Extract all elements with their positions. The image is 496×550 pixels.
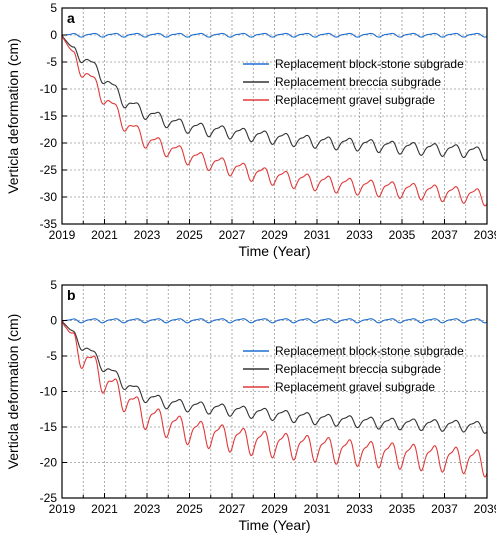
x-tick-label: 2033 <box>346 502 373 516</box>
x-tick-label: 2025 <box>176 228 203 242</box>
y-tick-label: -15 <box>40 109 58 123</box>
x-tick-label: 2037 <box>431 228 458 242</box>
y-tick-label: -5 <box>46 55 57 69</box>
series-line-3 <box>61 320 488 478</box>
legend: Replacement block-stone subgrade Replacem… <box>243 344 464 394</box>
x-tick-label: 2027 <box>219 228 246 242</box>
x-tick-label: 2039 <box>474 502 496 516</box>
x-tick-label: 2021 <box>91 228 118 242</box>
y-tick-label: 0 <box>50 314 57 328</box>
y-tick-label: -15 <box>40 420 58 434</box>
x-tick-label: 2035 <box>389 502 416 516</box>
y-axis: 5 0 -5 -10 -15 -20 -25 Verticla deformation (cm… <box>5 278 67 505</box>
legend-label-2: Replacement breccia subgrade <box>275 362 441 376</box>
y-axis-label: Verticla deformation (cm) <box>5 38 21 194</box>
y-tick-label: -20 <box>40 456 58 470</box>
y-tick-label: -25 <box>40 491 58 505</box>
series-line-2 <box>61 34 488 162</box>
legend: Replacement block-stone subgrade Replacem… <box>243 57 464 107</box>
x-tick-label: 2019 <box>49 228 76 242</box>
grid <box>62 8 487 224</box>
legend-label-3: Replacement gravel subgrade <box>275 380 435 394</box>
y-tick-label: -20 <box>40 136 58 150</box>
series-line-1 <box>61 32 488 38</box>
chart-panel-b: 2019 2021 2023 2025 2027 2029 2031 2033 2035 2037… <box>5 278 496 533</box>
x-axis: 2019 2021 2023 2025 2027 2029 2031 2033 2035 2037… <box>49 219 496 259</box>
y-tick-label: -25 <box>40 163 58 177</box>
chart-panel-a: 2019 2021 2023 2025 2027 2029 2031 2033 2035 2037… <box>5 1 496 259</box>
legend-label-2: Replacement breccia subgrade <box>275 75 441 89</box>
y-tick-label: 5 <box>50 1 57 15</box>
x-axis-label: Time (Year) <box>238 243 310 259</box>
y-tick-label: -10 <box>40 385 58 399</box>
x-tick-label: 2025 <box>176 502 203 516</box>
y-tick-label: 5 <box>50 278 57 292</box>
y-tick-label: -30 <box>40 190 58 204</box>
panel-label: a <box>67 10 75 26</box>
x-tick-label: 2029 <box>261 502 288 516</box>
x-tick-label: 2035 <box>389 228 416 242</box>
x-tick-label: 2029 <box>261 228 288 242</box>
series-line-2 <box>61 320 488 434</box>
x-tick-label: 2023 <box>134 228 161 242</box>
x-tick-label: 2019 <box>49 502 76 516</box>
y-axis: 5 0 -5 -10 -15 -20 -25 -30 -35 Verticla deformati… <box>5 1 67 231</box>
x-tick-label: 2031 <box>304 502 331 516</box>
legend-label-3: Replacement gravel subgrade <box>275 93 435 107</box>
y-tick-label: -35 <box>40 217 58 231</box>
y-tick-label: 0 <box>50 28 57 42</box>
y-axis-label: Verticla deformation (cm) <box>5 314 21 470</box>
x-tick-label: 2037 <box>431 502 458 516</box>
series-line-3 <box>61 34 488 207</box>
x-tick-label: 2023 <box>134 502 161 516</box>
y-tick-label: -5 <box>46 349 57 363</box>
x-tick-label: 2033 <box>346 228 373 242</box>
x-tick-label: 2031 <box>304 228 331 242</box>
x-tick-label: 2039 <box>474 228 496 242</box>
panel-label: b <box>67 287 76 303</box>
y-tick-label: -10 <box>40 82 58 96</box>
legend-label-1: Replacement block-stone subgrade <box>275 57 464 71</box>
series-line-1 <box>61 318 488 324</box>
x-tick-label: 2021 <box>91 502 118 516</box>
x-tick-label: 2027 <box>219 502 246 516</box>
x-axis-label: Time (Year) <box>238 517 310 533</box>
legend-label-1: Replacement block-stone subgrade <box>275 344 464 358</box>
x-axis: 2019 2021 2023 2025 2027 2029 2031 2033 2035 2037… <box>49 493 496 533</box>
